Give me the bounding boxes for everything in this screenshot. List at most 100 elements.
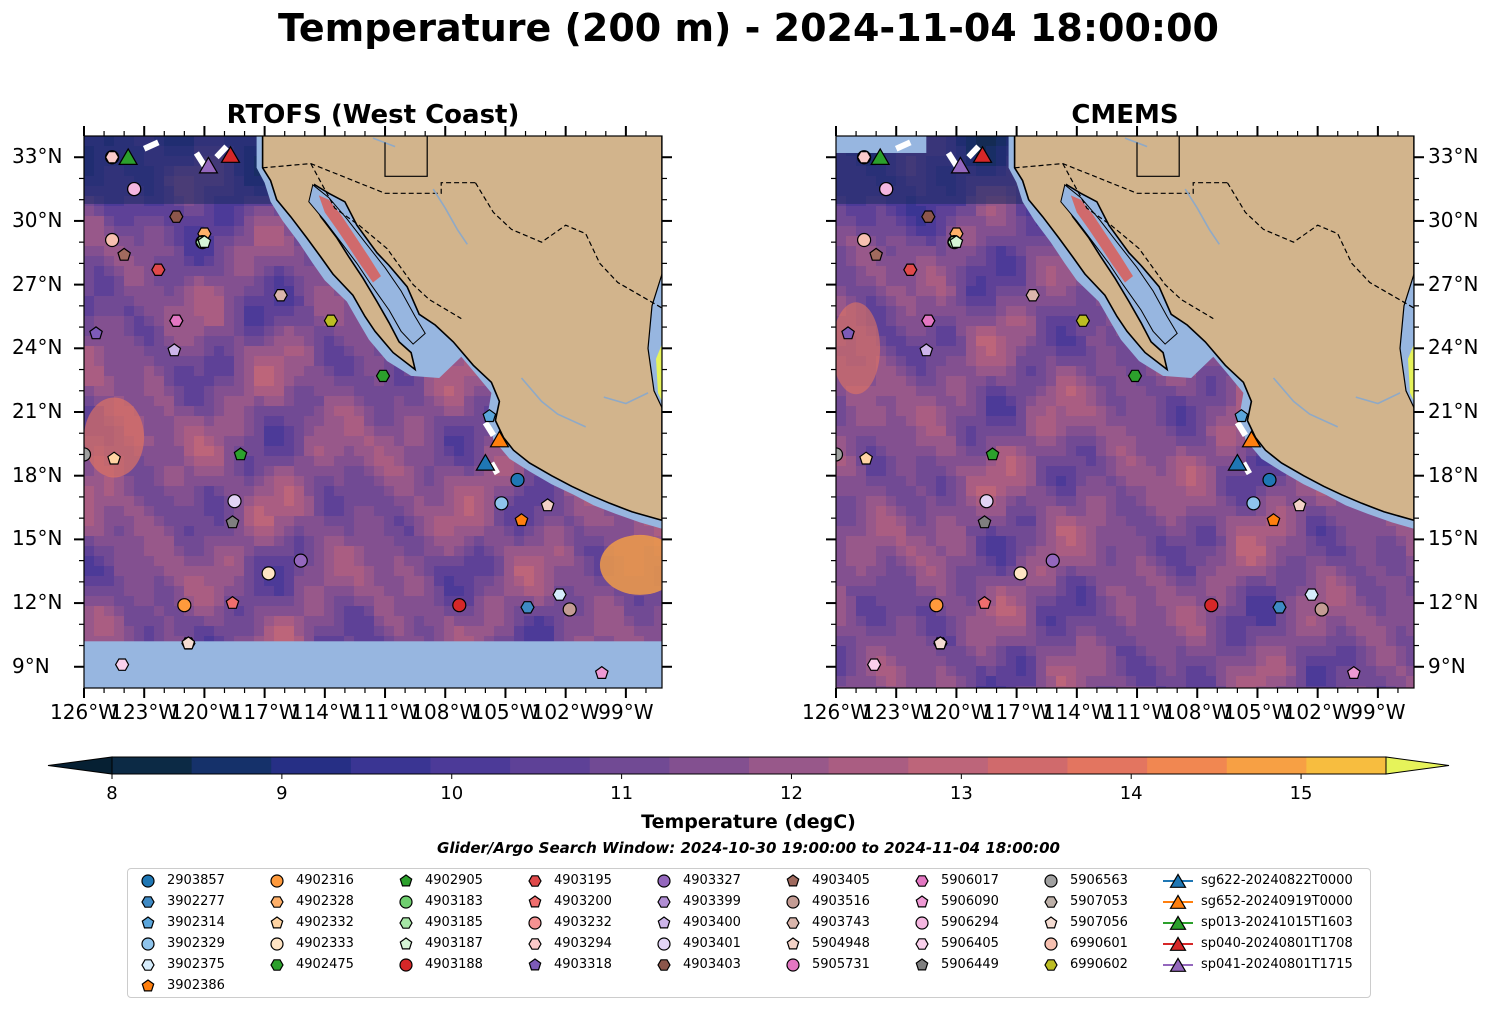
marker-6990602 xyxy=(323,314,339,327)
lon-tick-label: 117°W xyxy=(982,700,1051,724)
legend-marker-pentagon xyxy=(270,915,284,928)
legend-item: 4903294 xyxy=(524,933,612,954)
colorbar-frame xyxy=(111,756,1387,775)
legend-item: sp041-20240801T1715 xyxy=(1163,954,1353,975)
lon-tick-label: 117°W xyxy=(230,700,299,724)
lon-tick-label: 120°W xyxy=(922,700,991,724)
marker-5906405 xyxy=(866,658,882,671)
legend-marker-circle xyxy=(141,936,155,951)
lat-tick-label: 21°N xyxy=(1428,399,1479,423)
legend-label: 4902475 xyxy=(296,957,354,972)
marker-3902314 xyxy=(141,915,155,928)
lon-tick-label: 102°W xyxy=(531,700,600,724)
legend-item: sg622-20240822T0000 xyxy=(1163,870,1353,891)
marker-6990601 xyxy=(1044,936,1058,951)
colorbar-segment xyxy=(191,757,272,774)
legend-label: sg652-20240919T0000 xyxy=(1201,894,1353,909)
marker-4903743 xyxy=(786,916,800,929)
legend-label: 4903401 xyxy=(683,936,741,951)
legend-label: 4903188 xyxy=(425,957,483,972)
marker-3902386 xyxy=(141,978,155,991)
legend-marker-circle xyxy=(270,936,284,951)
legend-label: 5906294 xyxy=(941,915,999,930)
legend-item: 3902375 xyxy=(137,954,225,975)
lat-tick-label: 30°N xyxy=(1428,207,1479,232)
legend-label: 5906449 xyxy=(941,957,999,972)
marker-5906090 xyxy=(915,894,929,907)
marker-5906405 xyxy=(915,937,929,950)
colorbar-segment xyxy=(1306,757,1387,774)
legend-marker-hexagon xyxy=(141,958,155,971)
marker-sg622-20240822T0000 xyxy=(1169,872,1187,888)
legend-marker-pentagon xyxy=(657,915,671,928)
marker-4903516 xyxy=(562,602,577,617)
colorbar-over-extend xyxy=(1385,756,1450,775)
marker-4903327 xyxy=(1045,553,1060,568)
legend-label: sg622-20240822T0000 xyxy=(1201,873,1353,888)
marker-4903187 xyxy=(399,936,413,949)
colorbar-segment xyxy=(828,757,909,774)
legend-item: 5906090 xyxy=(911,891,999,912)
legend-label: 6990601 xyxy=(1070,936,1128,951)
legend-marker-pentagon xyxy=(915,894,929,907)
lon-tick-label: 111°W xyxy=(1103,700,1172,724)
legend-marker-triangle xyxy=(1163,956,1193,972)
legend-item: 4903195 xyxy=(524,870,612,891)
marker-3902277 xyxy=(1272,601,1287,614)
marker-4903327 xyxy=(657,873,671,888)
marker-3902329 xyxy=(1246,496,1261,511)
colorbar-segment xyxy=(1147,757,1228,774)
lon-tick-label: 105°W xyxy=(471,700,540,724)
legend-item: 4903188 xyxy=(395,954,483,975)
lon-tick-label: 126°W xyxy=(50,700,118,724)
marker-3902329 xyxy=(494,496,509,511)
colorbar-segment xyxy=(987,757,1069,774)
legend-marker-hexagon xyxy=(915,874,929,887)
lat-tick-label: 30°N xyxy=(12,207,63,232)
legend-item: 3902277 xyxy=(137,891,225,912)
legend-item: 4903403 xyxy=(653,954,741,975)
legend-label: 5906090 xyxy=(941,894,999,909)
marker-3902375 xyxy=(1304,588,1319,601)
marker-2903857 xyxy=(510,472,525,488)
legend-label: 4903183 xyxy=(425,894,483,909)
legend-label: 4903294 xyxy=(554,936,612,951)
legend-item: 4903200 xyxy=(524,891,612,912)
legend-label: 5906405 xyxy=(941,936,999,951)
lat-tick-label: 24°N xyxy=(12,335,63,360)
marker-4903400 xyxy=(657,915,671,928)
marker-4902905 xyxy=(399,873,413,886)
legend-label: 4903327 xyxy=(683,873,741,888)
legend-marker-hexagon xyxy=(141,895,155,908)
legend-marker-circle xyxy=(528,915,542,930)
colorbar-tick-label: 15 xyxy=(1289,783,1313,804)
marker-4902316 xyxy=(929,598,944,613)
legend-label: sp041-20240801T1715 xyxy=(1201,957,1353,972)
marker-5905731 xyxy=(786,957,800,972)
legend-marker-hexagon xyxy=(786,916,800,929)
legend-label: 4903743 xyxy=(812,915,870,930)
legend-marker-circle xyxy=(657,873,671,888)
legend-marker-pentagon xyxy=(399,873,413,886)
legend-item: 4903232 xyxy=(524,912,612,933)
marker-4902475 xyxy=(270,958,284,971)
legend-item: 4903401 xyxy=(653,933,741,954)
legend-marker-hexagon xyxy=(528,874,542,887)
legend-label: 4903187 xyxy=(425,936,483,951)
colorbar-tick-label: 12 xyxy=(780,783,803,804)
marker-4903516 xyxy=(1314,602,1329,617)
legend-label: 5906563 xyxy=(1070,873,1128,888)
marker-4902332 xyxy=(270,915,284,928)
colorbar-label: Temperature (degC) xyxy=(641,811,856,833)
colorbar-tick-label: 8 xyxy=(106,783,118,804)
legend-label: 4903318 xyxy=(554,957,612,972)
legend-marker-hexagon xyxy=(1044,958,1058,971)
lon-tick-label: 108°W xyxy=(1163,700,1232,724)
marker-4903403 xyxy=(169,210,184,223)
legend-label: 4902905 xyxy=(425,873,483,888)
lat-tick-label: 15°N xyxy=(1428,526,1479,551)
legend-label: 6990602 xyxy=(1070,957,1128,972)
lat-tick-label: 15°N xyxy=(12,526,63,551)
marker-4903188 xyxy=(399,957,413,972)
legend-label: 5905731 xyxy=(812,957,870,972)
